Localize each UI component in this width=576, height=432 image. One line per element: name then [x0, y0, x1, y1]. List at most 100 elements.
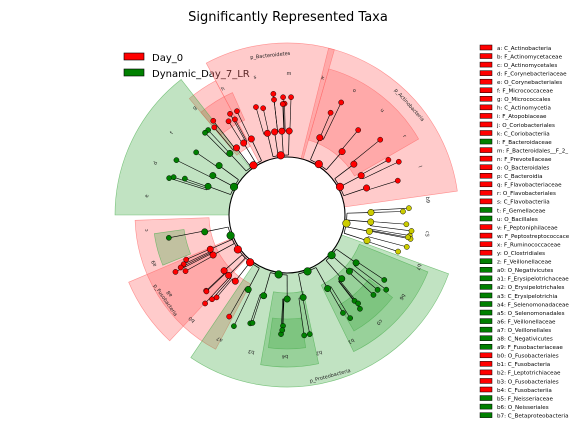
tree-node-40 — [230, 183, 238, 191]
taxa-label-c: c: O_Actinomycetales — [497, 63, 557, 69]
taxa-label-v: v: F_Peptoniphilaceae — [497, 225, 558, 231]
taxa-swatch-e — [480, 79, 492, 84]
tree-node-91 — [357, 306, 362, 311]
tree-node-109 — [368, 209, 374, 215]
taxa-label-list: a: C_Actinobacteriab: F_Actinomycetaceae… — [480, 45, 570, 419]
taxa-swatch-a7 — [480, 327, 492, 332]
tree-node-51 — [166, 235, 171, 240]
taxa-swatch-m — [480, 148, 492, 153]
taxa-label-a: a: C_Actinobacteria — [497, 46, 551, 52]
taxa-swatch-t — [480, 207, 492, 212]
tree-node-47 — [171, 175, 176, 180]
clade-sector-11 — [268, 318, 305, 349]
tree-node-52 — [210, 252, 216, 258]
tree-node-65 — [221, 267, 227, 273]
taxa-swatch-n — [480, 156, 492, 161]
tree-node-110 — [406, 206, 411, 211]
tree-node-12 — [328, 110, 333, 115]
chart-title: Significantly Represented Taxa — [188, 10, 388, 25]
tree-node-5 — [386, 157, 391, 162]
tree-node-58 — [178, 265, 183, 270]
tree-node-43 — [210, 172, 216, 178]
taxa-label-i: i: F_Atopobiaceae — [497, 114, 547, 120]
clade-label-b9: b9 — [424, 196, 431, 203]
taxa-label-f: f: F_Micrococcaceae — [497, 89, 554, 95]
branch — [368, 237, 407, 247]
tree-node-84 — [324, 285, 330, 291]
taxa-label-n: n: F_Prevotellaceae — [497, 157, 552, 163]
taxa-swatch-g — [480, 96, 492, 101]
taxa-label-a4: a4: F_Selenomonadaceae — [497, 302, 569, 308]
tree-node-69 — [245, 286, 251, 292]
tree-node-76 — [284, 296, 290, 302]
tree-node-4 — [396, 159, 401, 164]
tree-node-6 — [351, 161, 357, 167]
tree-node-19 — [280, 101, 285, 106]
tree-node-82 — [302, 333, 307, 338]
tree-node-10 — [356, 127, 361, 132]
taxa-swatch-i — [480, 113, 492, 118]
taxa-swatch-b — [480, 54, 492, 59]
branch — [371, 212, 403, 213]
tree-node-100 — [404, 244, 409, 249]
taxa-swatch-b0 — [480, 353, 492, 358]
taxa-label-b5: b5: F_Neisseriaceae — [497, 396, 553, 402]
tree-node-64 — [246, 258, 254, 266]
clade-label-c5: c5 — [423, 231, 430, 238]
taxa-label-t: t: F_Gemellaceae — [497, 208, 546, 214]
taxa-label-a1: a1: F_Erysipelotrichaceae — [497, 277, 569, 283]
tree-node-27 — [250, 161, 258, 169]
tree-node-21 — [280, 95, 285, 100]
tree-node-75 — [250, 320, 255, 325]
taxa-swatch-b3 — [480, 378, 492, 383]
tree-node-34 — [233, 145, 239, 151]
tree-node-15 — [286, 128, 292, 134]
branch — [370, 230, 408, 237]
tree-node-95 — [353, 260, 359, 266]
taxa-label-k: k: C_Coriobacteriia — [497, 131, 550, 137]
taxa-label-d: d: F_Corynebacteriaceae — [497, 71, 567, 77]
taxa-label-o: o: O_Bacteroidales — [497, 166, 549, 172]
tree-node-24 — [264, 130, 270, 136]
tree-node-83 — [307, 332, 312, 337]
branch — [371, 221, 407, 224]
tree-node-29 — [234, 109, 239, 114]
taxa-swatch-a8 — [480, 336, 492, 341]
tree-node-50 — [202, 229, 208, 235]
tree-node-57 — [207, 246, 213, 252]
taxa-label-b2: b2: F_Leptotrichiaceae — [497, 371, 561, 377]
taxa-label-y: y: O_Clostridiales — [497, 251, 545, 257]
taxa-label-s: s: C_Flavobacteriia — [497, 200, 550, 206]
taxa-swatch-b6 — [480, 404, 492, 409]
taxa-swatch-a9 — [480, 344, 492, 349]
taxa-swatch-y — [480, 250, 492, 255]
taxa-label-b3: b3: O_Fusobacteriales — [497, 379, 559, 385]
taxa-swatch-u — [480, 216, 492, 221]
tree-node-94 — [375, 287, 380, 292]
tree-node-44 — [174, 158, 179, 163]
tree-node-80 — [304, 268, 312, 276]
tree-node-59 — [184, 257, 189, 262]
legend-swatch-day7 — [124, 69, 144, 76]
taxa-swatch-a6 — [480, 319, 492, 324]
tree-node-30 — [240, 140, 246, 146]
clade-label-b4: b4 — [282, 353, 288, 359]
tree-node-25 — [261, 106, 266, 111]
taxa-swatch-a — [480, 45, 492, 50]
tree-node-88 — [339, 275, 345, 281]
taxa-label-u: u: O_Bacillales — [497, 217, 538, 223]
tree-node-42 — [194, 150, 199, 155]
tree-node-102 — [366, 228, 372, 234]
tree-node-107 — [409, 228, 414, 233]
taxa-label-l: l: F_Bacteroidaceae — [497, 140, 552, 146]
tree-node-101 — [395, 249, 400, 254]
taxa-swatch-a4 — [480, 302, 492, 307]
taxa-swatch-f — [480, 88, 492, 93]
tree-node-49 — [227, 232, 235, 240]
tree-node-66 — [204, 289, 209, 294]
branch — [347, 220, 371, 222]
tree-node-31 — [226, 119, 231, 124]
branch — [346, 227, 370, 232]
tree-node-13 — [339, 100, 344, 105]
taxa-label-a3: a3: C_Erysipelotrichia — [497, 294, 558, 300]
